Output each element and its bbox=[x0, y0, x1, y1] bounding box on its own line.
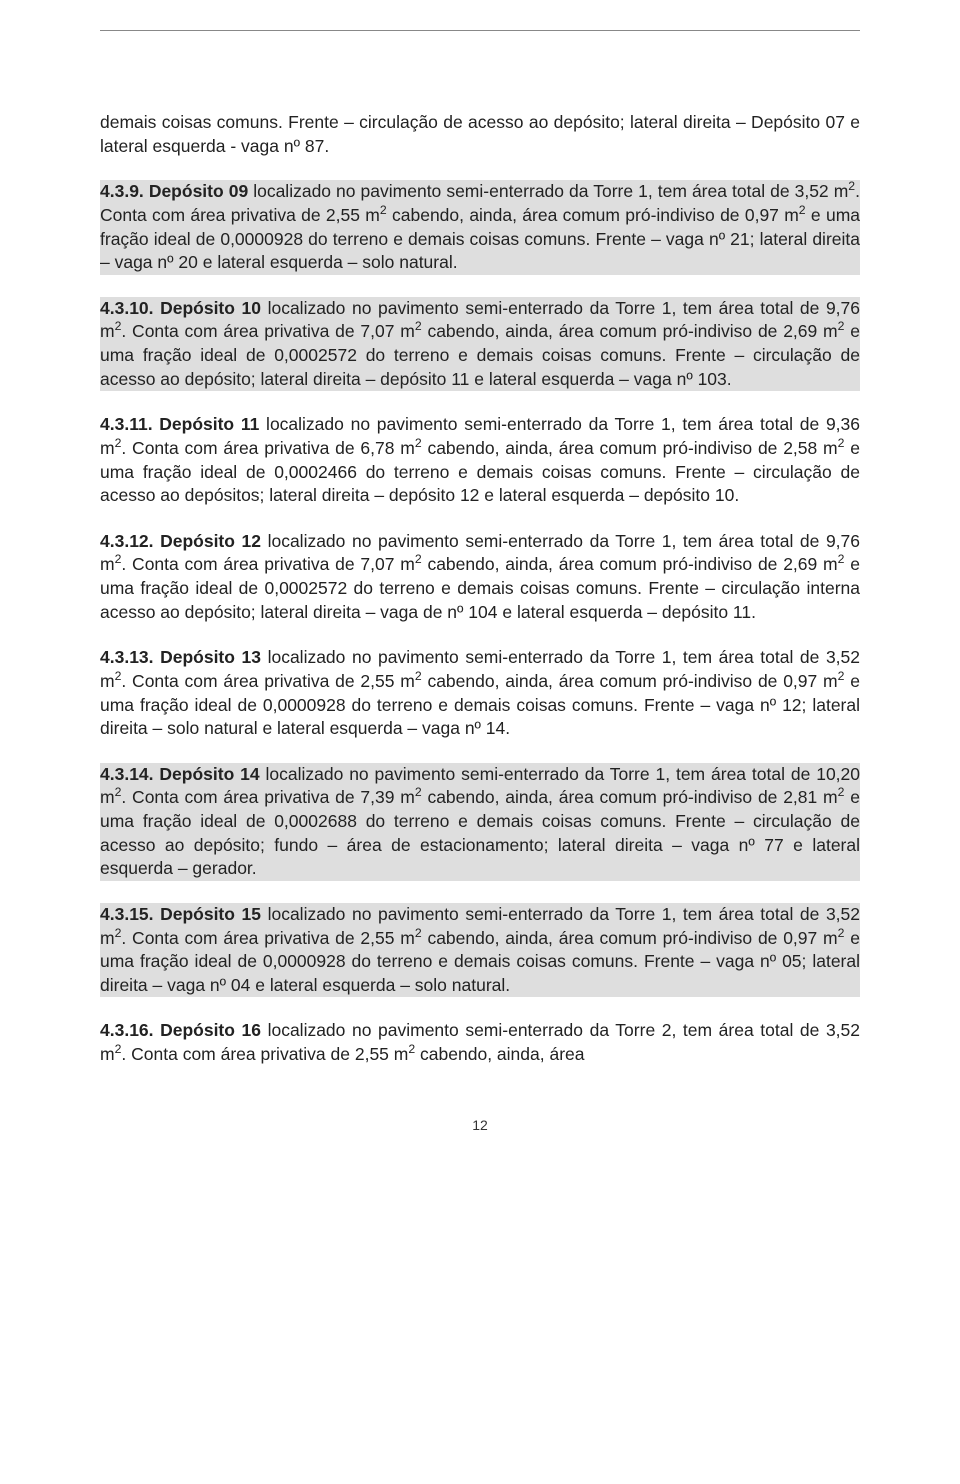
paragraph: 4.3.15. Depósito 15 localizado no pavime… bbox=[100, 903, 860, 998]
paragraph-heading: 4.3.11. Depósito 11 bbox=[100, 414, 259, 434]
paragraph: 4.3.14. Depósito 14 localizado no pavime… bbox=[100, 763, 860, 881]
paragraph: 4.3.11. Depósito 11 localizado no pavime… bbox=[100, 413, 860, 508]
paragraph-heading: 4.3.12. Depósito 12 bbox=[100, 531, 261, 551]
paragraph-heading: 4.3.9. Depósito 09 bbox=[100, 181, 248, 201]
paragraph: demais coisas comuns. Frente – circulaçã… bbox=[100, 111, 860, 158]
paragraph: 4.3.10. Depósito 10 localizado no pavime… bbox=[100, 297, 860, 392]
header-rule bbox=[100, 30, 860, 31]
paragraph-heading: 4.3.16. Depósito 16 bbox=[100, 1020, 261, 1040]
document-page: demais coisas comuns. Frente – circulaçã… bbox=[0, 0, 960, 1173]
page-number: 12 bbox=[100, 1117, 860, 1133]
paragraph: 4.3.16. Depósito 16 localizado no pavime… bbox=[100, 1019, 860, 1066]
paragraph: 4.3.12. Depósito 12 localizado no pavime… bbox=[100, 530, 860, 625]
paragraph-heading: 4.3.13. Depósito 13 bbox=[100, 647, 261, 667]
paragraph-heading: 4.3.15. Depósito 15 bbox=[100, 904, 261, 924]
paragraph: 4.3.9. Depósito 09 localizado no pavimen… bbox=[100, 180, 860, 275]
document-body: demais coisas comuns. Frente – circulaçã… bbox=[100, 111, 860, 1067]
paragraph: 4.3.13. Depósito 13 localizado no pavime… bbox=[100, 646, 860, 741]
paragraph-heading: 4.3.14. Depósito 14 bbox=[100, 764, 260, 784]
paragraph-heading: 4.3.10. Depósito 10 bbox=[100, 298, 261, 318]
